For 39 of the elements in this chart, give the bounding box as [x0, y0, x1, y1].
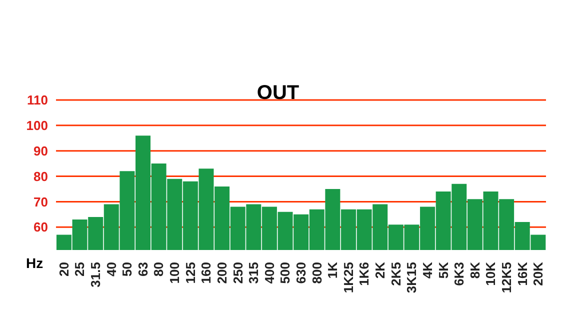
y-tick-label: 110: [27, 92, 48, 108]
x-tick-label: 500: [278, 262, 293, 284]
x-tick-label: 100: [167, 262, 182, 284]
x-tick-label: 80: [151, 262, 166, 276]
x-tick-label: 63: [135, 262, 150, 276]
y-tick-label: 70: [34, 194, 48, 210]
x-tick-label: 4K: [420, 261, 435, 279]
x-tick-label: 12K5: [498, 262, 514, 294]
x-tick-label: 1K6: [356, 262, 372, 286]
y-tick-label: 80: [34, 168, 48, 184]
x-tick-label: 315: [246, 262, 262, 284]
x-tick-label: 10K: [483, 261, 498, 286]
x-tick-label: 20K: [530, 261, 546, 286]
x-tick-label: 125: [182, 262, 198, 284]
y-tick-label: 90: [34, 143, 48, 158]
y-tick-label: 100: [26, 118, 48, 134]
x-tick-label: 40: [104, 262, 119, 276]
x-tick-label: 2K: [372, 261, 388, 279]
x-tick-label: 630: [294, 262, 308, 284]
chart-title: OUT: [256, 82, 300, 104]
x-tick-label: 250: [230, 262, 246, 284]
y-tick-label: 60: [34, 220, 48, 235]
x-tick-label: 3K15: [404, 262, 420, 294]
x-tick-label: 16K: [514, 261, 530, 286]
x-tick-label: 160: [198, 262, 214, 284]
x-tick-label: 200: [214, 262, 230, 284]
x-tick-label: 400: [262, 262, 277, 284]
x-tick-label: 20: [56, 262, 72, 276]
x-tick-label: 5K: [436, 261, 451, 279]
x-tick-label: 2K5: [388, 262, 404, 286]
x-tick-label: 6K3: [452, 262, 467, 286]
x-tick-label: 25: [72, 262, 88, 276]
x-tick-label: 800: [309, 262, 324, 284]
x-tick-label: 1K25: [340, 262, 356, 294]
x-tick-label: 31.5: [88, 262, 104, 288]
x-tick-label: 8K: [467, 261, 482, 279]
x-tick-label: 50: [120, 262, 135, 276]
x-axis-title: Hz: [26, 255, 44, 271]
x-tick-label: 1K: [325, 261, 340, 279]
